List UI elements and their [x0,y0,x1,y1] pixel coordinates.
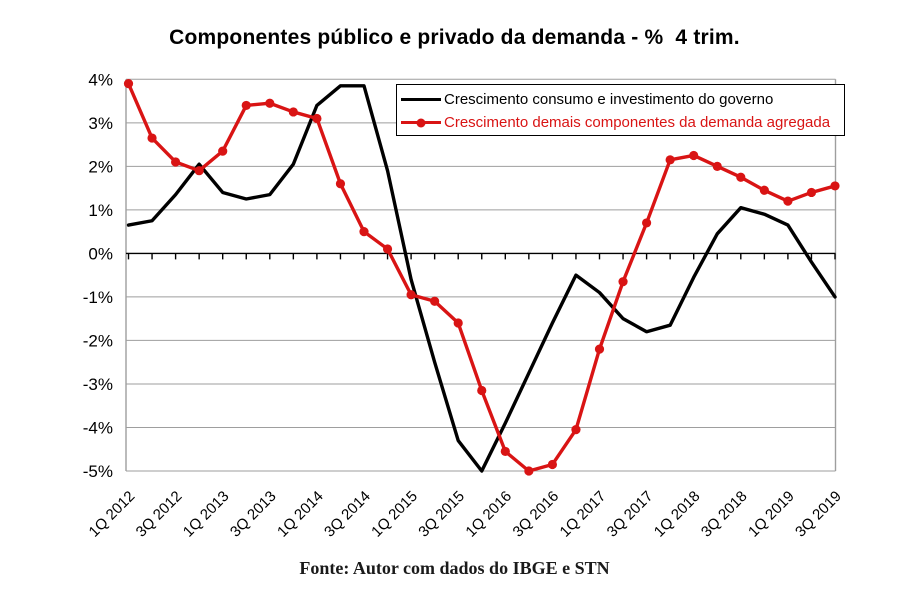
data-point-marker [571,425,581,435]
svg-text:1Q 2015: 1Q 2015 [368,488,421,541]
data-point-marker [406,290,416,300]
chart-legend: Crescimento consumo e investimento do go… [396,84,845,136]
data-point-marker [830,181,840,191]
svg-text:3%: 3% [88,114,113,133]
svg-text:1Q 2016: 1Q 2016 [462,488,515,541]
svg-text:3Q 2013: 3Q 2013 [227,488,280,541]
svg-text:3Q 2018: 3Q 2018 [698,488,751,541]
data-point-marker [759,185,769,195]
data-point-marker [736,172,746,182]
gridlines [126,78,836,472]
svg-text:0%: 0% [88,244,113,263]
data-point-marker [288,107,298,117]
black-line-sample-icon [401,98,441,101]
svg-text:3Q 2017: 3Q 2017 [604,488,657,541]
data-point-marker [382,244,393,254]
red-line-dot-sample-icon [401,118,441,127]
data-point-marker [594,344,605,354]
data-point-marker [241,100,251,111]
legend-label-governo: Crescimento consumo e investimento do go… [444,91,774,108]
series-demanda [123,79,840,476]
series-line [126,81,837,473]
data-point-marker [430,296,440,306]
svg-text:3Q 2015: 3Q 2015 [415,488,468,541]
svg-text:3Q 2019: 3Q 2019 [792,488,845,541]
svg-text:1Q 2014: 1Q 2014 [274,488,327,541]
data-point-marker [453,318,463,328]
svg-text:-5%: -5% [83,462,113,481]
data-point-marker [312,113,322,124]
source-note: Fonte: Autor com dados do IBGE e STN [299,558,610,578]
data-point-marker [665,155,675,165]
svg-text:3Q 2012: 3Q 2012 [133,488,186,541]
data-point-marker [524,466,534,476]
svg-text:3Q 2016: 3Q 2016 [510,488,563,541]
data-point-marker [171,157,181,167]
svg-text:1Q 2017: 1Q 2017 [557,488,610,541]
data-point-marker [642,218,652,228]
data-point-marker [547,459,558,470]
svg-text:-1%: -1% [83,288,113,307]
data-point-marker [806,187,817,198]
svg-text:1Q 2018: 1Q 2018 [651,488,704,541]
data-point-marker [123,79,134,89]
series-line [126,84,837,473]
svg-text:2%: 2% [88,157,113,176]
svg-text:1Q 2013: 1Q 2013 [180,488,233,541]
legend-label-demanda: Crescimento demais componentes da demand… [444,114,831,131]
chart-title: Componentes público e privado da demanda… [169,26,740,49]
data-point-marker [265,98,275,108]
svg-text:1Q 2012: 1Q 2012 [86,488,139,541]
data-point-marker [477,385,487,396]
svg-text:-3%: -3% [83,375,113,394]
svg-text:1Q 2019: 1Q 2019 [745,488,798,541]
data-point-marker [218,146,228,156]
data-point-marker [194,166,204,176]
svg-text:-2%: -2% [83,331,113,350]
legend-item-demanda: Crescimento demais componentes da demand… [401,111,840,134]
data-point-marker [783,196,793,206]
data-point-marker [359,227,369,237]
data-point-marker [335,179,346,189]
svg-text:-4%: -4% [83,418,113,437]
data-point-marker [689,150,699,161]
legend-item-governo: Crescimento consumo e investimento do go… [401,88,840,111]
data-point-marker [618,277,628,287]
svg-text:3Q 2014: 3Q 2014 [321,488,374,541]
y-axis-tick-labels: 4% 3% 2% 1% 0% -1% -2% -3% -4% -5% [83,70,113,481]
data-point-marker [147,133,157,143]
data-point-marker [712,161,722,171]
svg-text:4%: 4% [88,70,113,89]
data-point-marker [500,446,510,457]
series-governo [126,84,837,473]
svg-text:1%: 1% [88,201,113,220]
zero-axis [126,252,836,260]
